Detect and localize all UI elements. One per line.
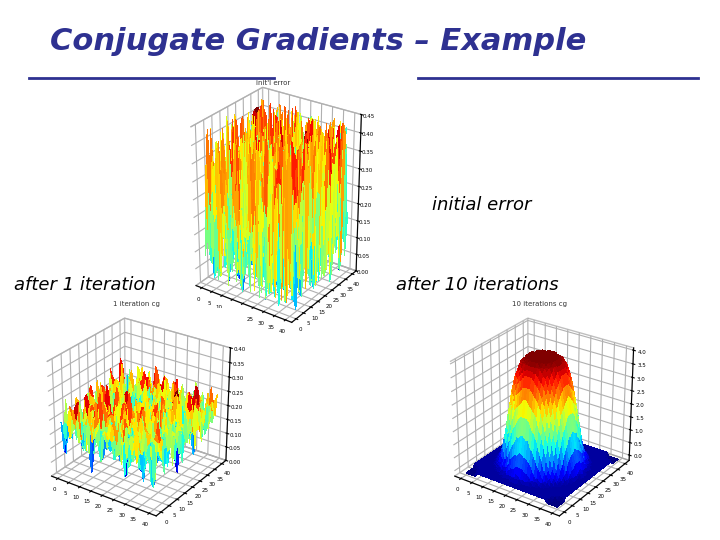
Text: initial error: initial error (432, 196, 531, 214)
Title: init'l error: init'l error (256, 80, 291, 86)
Text: Conjugate Gradients – Example: Conjugate Gradients – Example (50, 27, 587, 56)
Title: 10 iterations cg: 10 iterations cg (513, 301, 567, 307)
Title: 1 iteration cg: 1 iteration cg (113, 301, 161, 307)
Text: after 10 iterations: after 10 iterations (396, 276, 559, 294)
Text: after 1 iteration: after 1 iteration (14, 276, 156, 294)
